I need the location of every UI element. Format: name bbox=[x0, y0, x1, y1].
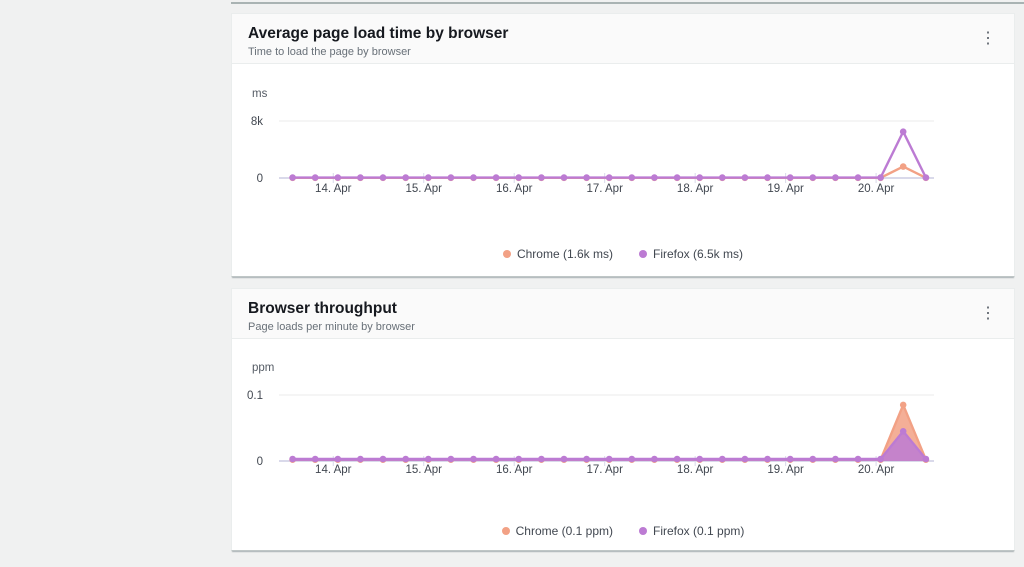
legend-label: Firefox (6.5k ms) bbox=[653, 247, 744, 261]
svg-text:18. Apr: 18. Apr bbox=[677, 464, 714, 476]
svg-text:19. Apr: 19. Apr bbox=[767, 183, 804, 195]
legend-label: Chrome (1.6k ms) bbox=[516, 247, 613, 261]
svg-text:0.1: 0.1 bbox=[247, 390, 263, 402]
throughput-chart-legend: Chrome (0.1 ppm) Firefox (0.1 ppm) bbox=[232, 524, 1014, 538]
dashboard-content: Average page load time by browser Time t… bbox=[231, 0, 1015, 551]
legend-dot-chrome bbox=[502, 250, 511, 258]
svg-text:0: 0 bbox=[257, 173, 263, 185]
card-avg-page-load-time: Average page load time by browser Time t… bbox=[231, 13, 1015, 277]
legend-label: Firefox (0.1 ppm) bbox=[653, 524, 745, 538]
vertical-ellipsis-icon: ⋮ bbox=[980, 305, 996, 322]
chart-area: ms 0 8k 14. Apr 15. Apr 16. Apr 17. Apr 18. Apr… bbox=[232, 64, 1014, 276]
svg-text:18. Apr: 18. Apr bbox=[677, 183, 714, 195]
card-header: Average page load time by browser Time t… bbox=[232, 14, 1014, 64]
card-menu-button[interactable]: ⋮ bbox=[974, 300, 1002, 328]
svg-text:20. Apr: 20. Apr bbox=[858, 464, 895, 476]
card-subtitle: Time to load the page by browser bbox=[248, 46, 411, 58]
svg-text:15. Apr: 15. Apr bbox=[406, 183, 443, 195]
legend-item-firefox[interactable]: Firefox (0.1 ppm) bbox=[639, 524, 744, 538]
load-time-chart-canvas[interactable]: ms 0 8k 14. Apr 15. Apr 16. Apr 17. Apr 18. Apr… bbox=[232, 78, 1016, 223]
vertical-ellipsis-icon: ⋮ bbox=[980, 30, 996, 47]
chart-area: ppm 0 0.1 14. Apr 15. Apr 16. Apr 17. Apr 18. A… bbox=[232, 339, 1014, 550]
svg-text:17. Apr: 17. Apr bbox=[586, 464, 623, 476]
svg-text:19. Apr: 19. Apr bbox=[767, 464, 804, 476]
legend-item-chrome[interactable]: Chrome (1.6k ms) bbox=[502, 247, 613, 261]
load-time-chart-legend: Chrome (1.6k ms) Firefox (6.5k ms) bbox=[232, 247, 1014, 261]
legend-label: Chrome (0.1 ppm) bbox=[515, 524, 613, 538]
card-header: Browser throughput Page loads per minute… bbox=[232, 289, 1014, 339]
svg-text:20. Apr: 20. Apr bbox=[858, 183, 895, 195]
throughput-chart-canvas[interactable]: ppm 0 0.1 14. Apr 15. Apr 16. Apr 17. Apr 18. A… bbox=[232, 353, 1016, 503]
legend-dot-firefox bbox=[639, 250, 647, 258]
card-subtitle: Page loads per minute by browser bbox=[248, 321, 415, 333]
card-browser-throughput: Browser throughput Page loads per minute… bbox=[231, 288, 1015, 551]
svg-text:0: 0 bbox=[257, 456, 263, 468]
card-title: Average page load time by browser bbox=[248, 25, 509, 42]
svg-text:ms: ms bbox=[252, 88, 268, 100]
legend-dot-firefox bbox=[639, 527, 647, 535]
svg-text:17. Apr: 17. Apr bbox=[586, 183, 623, 195]
legend-item-firefox[interactable]: Firefox (6.5k ms) bbox=[639, 247, 743, 261]
card-menu-button[interactable]: ⋮ bbox=[974, 25, 1002, 53]
svg-text:16. Apr: 16. Apr bbox=[496, 464, 533, 476]
card-title: Browser throughput bbox=[248, 300, 397, 317]
svg-text:14. Apr: 14. Apr bbox=[315, 464, 352, 476]
card-divider bbox=[231, 2, 1024, 4]
svg-text:15. Apr: 15. Apr bbox=[406, 464, 443, 476]
svg-text:14. Apr: 14. Apr bbox=[315, 183, 352, 195]
svg-text:8k: 8k bbox=[251, 116, 263, 128]
legend-dot-chrome bbox=[501, 527, 510, 535]
svg-text:ppm: ppm bbox=[252, 362, 274, 374]
svg-text:16. Apr: 16. Apr bbox=[496, 183, 533, 195]
legend-item-chrome[interactable]: Chrome (0.1 ppm) bbox=[501, 524, 613, 538]
